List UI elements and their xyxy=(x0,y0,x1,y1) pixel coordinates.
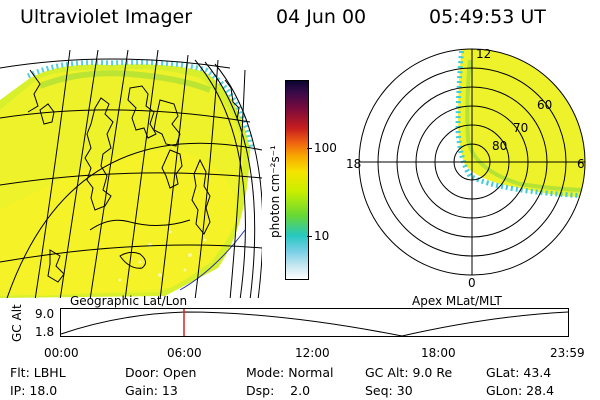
mlt-label-dusk: 18 xyxy=(346,157,362,171)
time-tick-label: 00:00 xyxy=(44,346,79,360)
glon-field: GLon: 28.4 xyxy=(486,383,555,398)
geographic-caption: Geographic Lat/Lon xyxy=(70,294,188,308)
altitude-axis-label: GC Alt xyxy=(10,304,24,342)
gain-field: Gain: 13 xyxy=(125,383,178,398)
time-tick-label: 23:59 xyxy=(550,346,585,360)
mlat-label: 70 xyxy=(513,121,529,135)
time-tick-label: 06:00 xyxy=(167,346,202,360)
colorbar-tick-label: 10 xyxy=(314,229,330,243)
gc-alt-field: GC Alt: 9.0 Re xyxy=(365,365,453,380)
geographic-image-panel xyxy=(0,49,262,298)
instrument-title: Ultraviolet Imager xyxy=(20,6,193,28)
ip-field: IP: 18.0 xyxy=(10,383,58,398)
time-tick-label: 12:00 xyxy=(295,346,330,360)
mlt-label-midnight: 0 xyxy=(468,276,476,290)
door-field: Door: Open xyxy=(125,365,197,380)
mlat-label: 60 xyxy=(537,98,553,112)
colorbar-units-label: photon cm⁻²s⁻¹ xyxy=(268,145,282,238)
glat-field: GLat: 43.4 xyxy=(486,365,552,380)
colorbar-tick-100 xyxy=(307,148,312,149)
mlat-label: 80 xyxy=(492,139,508,153)
observation-time: 05:49:53 UT xyxy=(429,6,546,28)
polar-caption: Apex MLat/MLT xyxy=(412,294,502,308)
altitude-tick-label: 9.0 xyxy=(35,307,55,321)
time-tick-label: 18:00 xyxy=(421,346,456,360)
altitude-tick-label: 1.8 xyxy=(35,325,55,339)
altitude-plot xyxy=(60,308,569,337)
mlt-label-dawn: 6 xyxy=(577,157,585,171)
mode-field: Mode: Normal xyxy=(246,365,334,380)
observation-date: 04 Jun 00 xyxy=(276,6,367,28)
flt-field: Flt: LBHL xyxy=(10,365,66,380)
mlt-label-noon: 12 xyxy=(476,47,492,61)
seq-field: Seq: 30 xyxy=(365,383,413,398)
colorbar-tick-label: 100 xyxy=(314,141,337,155)
dsp-field: Dsp: 2.0 xyxy=(246,383,311,398)
polar-plot xyxy=(358,48,586,276)
colorbar xyxy=(285,80,309,280)
colorbar-tick-10 xyxy=(307,236,312,237)
